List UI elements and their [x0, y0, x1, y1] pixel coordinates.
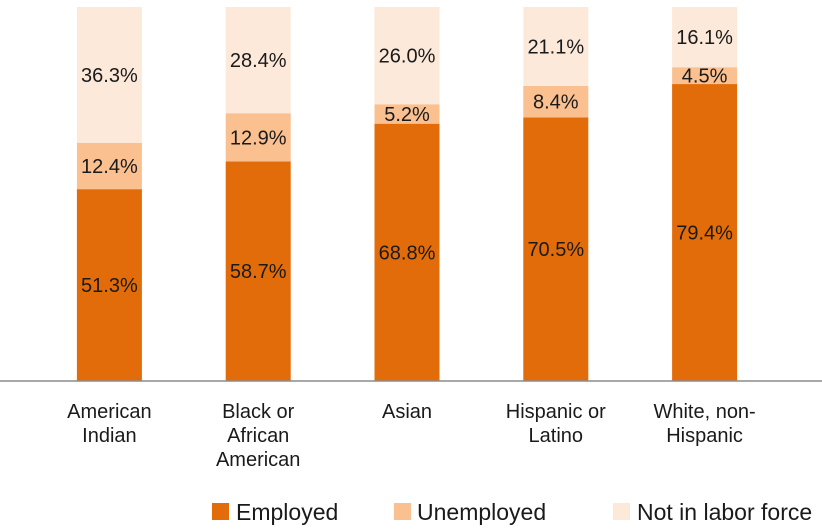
category-label-2-line-2: African [227, 425, 289, 447]
bar-unemployed-5 [672, 67, 738, 85]
data-label-not-in-labor-force-3: 26.0% [379, 46, 436, 68]
bar-unemployed-4 [523, 85, 589, 118]
data-label-unemployed-4: 8.4% [533, 92, 579, 114]
data-label-employed-3: 68.8% [379, 242, 436, 264]
data-label-unemployed-3: 5.2% [384, 104, 430, 126]
data-label-unemployed-1: 12.4% [81, 156, 138, 178]
legend-swatch-employed [212, 503, 229, 520]
data-label-employed-1: 51.3% [81, 275, 138, 297]
legend-label-unemployed: Unemployed [417, 499, 546, 525]
segment-labels-layer: 51.3% 12.4% 36.3% 58.7% 12.9% 28.4% 68.8% 5.2% 2… [81, 27, 733, 297]
bars-layer [76, 7, 738, 382]
data-label-employed-2: 58.7% [230, 261, 287, 283]
category-label-1-line-2: Indian [82, 425, 137, 447]
category-label-1-line-1: American [67, 401, 151, 423]
data-label-unemployed-5: 4.5% [682, 66, 728, 88]
bar-employed-2 [225, 161, 291, 381]
category-label-3-line-1: Asian [382, 401, 432, 423]
data-label-not-in-labor-force-5: 16.1% [676, 27, 733, 49]
category-label-4-line-1: Hispanic or [506, 401, 606, 423]
data-label-not-in-labor-force-4: 21.1% [527, 36, 584, 58]
data-label-not-in-labor-force-1: 36.3% [81, 65, 138, 87]
bar-unemployed-2 [225, 113, 291, 162]
bar-not-in-labor-force-3 [374, 7, 440, 105]
data-label-employed-4: 70.5% [527, 239, 584, 261]
bar-not-in-labor-force-2 [225, 7, 291, 114]
legend: Employed Unemployed Not in labor force [212, 499, 812, 525]
bar-employed-5 [672, 84, 738, 381]
bar-not-in-labor-force-1 [76, 7, 142, 143]
category-label-2-line-3: American [216, 449, 300, 471]
data-label-employed-5: 79.4% [676, 223, 733, 245]
category-label-2-line-1: Black or [222, 401, 295, 423]
data-label-not-in-labor-force-2: 28.4% [230, 50, 287, 72]
bar-unemployed-1 [76, 142, 142, 190]
legend-label-not-in-labor-force: Not in labor force [637, 499, 812, 525]
bar-not-in-labor-force-4 [523, 7, 589, 86]
data-label-unemployed-2: 12.9% [230, 127, 287, 149]
bar-not-in-labor-force-5 [672, 7, 738, 68]
bar-employed-3 [374, 123, 440, 382]
bar-unemployed-3 [374, 104, 440, 124]
legend-label-employed: Employed [236, 499, 338, 525]
bar-employed-1 [76, 189, 142, 381]
category-label-5-line-2: Hispanic [666, 425, 743, 447]
category-label-4-line-2: Latino [529, 425, 584, 447]
legend-swatch-not-in-labor-force [613, 503, 630, 520]
bar-employed-4 [523, 117, 589, 381]
legend-swatch-unemployed [394, 503, 411, 520]
category-label-5-line-1: White, non- [653, 401, 755, 423]
